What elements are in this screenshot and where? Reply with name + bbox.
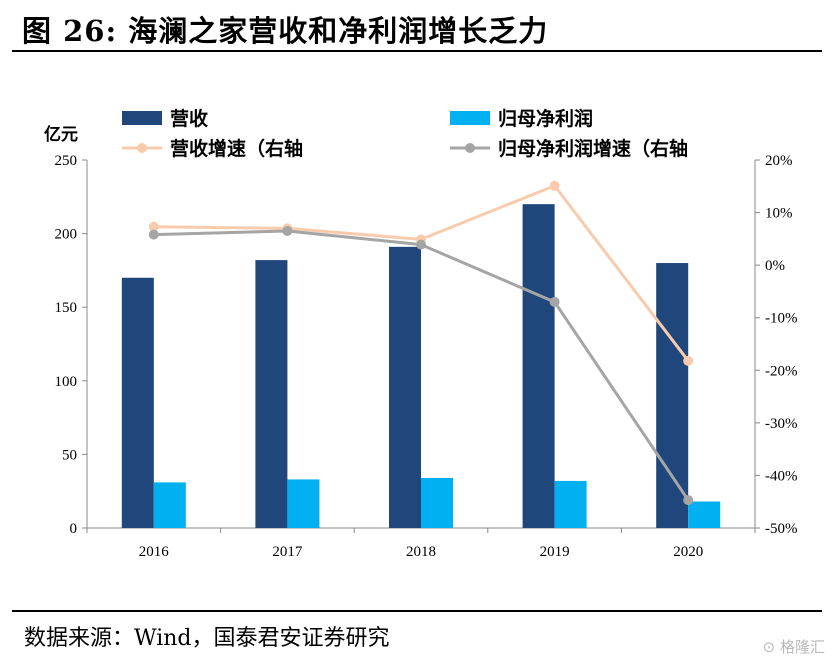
bar-net-profit (554, 480, 587, 528)
legend-label: 归母净利润增速（右轴 (498, 137, 688, 160)
legend-label: 营收增速（右轴 (170, 137, 303, 160)
right-tick-label: -10% (765, 311, 798, 327)
bar-revenue (522, 204, 555, 528)
bar-net-profit (688, 501, 721, 528)
watermark-icon: ⊙ (762, 638, 776, 656)
chart-title: 图 26: 海澜之家营收和净利润增长乏力 (22, 14, 549, 48)
right-tick-label: -40% (765, 468, 798, 484)
point-net-profit-growth (683, 495, 694, 506)
x-tick-label: 2019 (540, 544, 570, 560)
left-tick-label: 200 (55, 227, 78, 243)
point-revenue-growth (549, 180, 560, 191)
title-divider (12, 50, 822, 52)
point-net-profit-growth (416, 239, 426, 250)
right-tick-label: 0% (765, 258, 785, 274)
left-tick-label: 250 (55, 153, 78, 169)
bar-net-profit (421, 477, 453, 528)
bar-revenue (389, 246, 421, 528)
left-tick-label: 0 (70, 521, 78, 537)
point-revenue-growth (148, 221, 159, 232)
point-net-profit-growth (549, 296, 560, 307)
right-tick-label: -20% (765, 363, 798, 379)
legend-label: 归母净利润 (498, 107, 593, 130)
left-tick-label: 150 (55, 300, 78, 316)
point-revenue-growth (683, 355, 694, 366)
x-tick-label: 2020 (673, 544, 703, 560)
legend-swatch (122, 111, 162, 125)
bar-net-profit (287, 479, 320, 528)
x-tick-label: 2017 (272, 544, 303, 560)
source-note: 数据来源：Wind，国泰君安证券研究 (24, 626, 390, 651)
right-tick-label: -30% (765, 416, 798, 432)
left-tick-label: 100 (55, 374, 78, 390)
footer-divider (12, 610, 822, 612)
left-tick-label: 50 (62, 447, 77, 463)
legend-label: 营收 (170, 107, 208, 130)
x-tick-label: 2016 (139, 544, 170, 560)
legend-swatch (450, 111, 490, 125)
bar-revenue (656, 263, 689, 528)
bar-net-profit (153, 482, 186, 528)
x-tick-label: 2018 (406, 544, 436, 560)
right-tick-label: 20% (765, 153, 793, 169)
legend-marker (465, 143, 475, 153)
bar-revenue (255, 260, 288, 528)
watermark-text: 格隆汇 (779, 638, 825, 656)
left-axis-unit: 亿元 (44, 124, 78, 145)
bar-revenue (121, 277, 154, 528)
right-tick-label: -50% (765, 521, 798, 537)
point-net-profit-growth (148, 229, 159, 240)
point-net-profit-growth (282, 225, 293, 236)
right-tick-label: 10% (765, 206, 793, 222)
legend-marker (137, 143, 147, 153)
watermark-logo: ⊙ 格隆汇 (763, 636, 825, 657)
